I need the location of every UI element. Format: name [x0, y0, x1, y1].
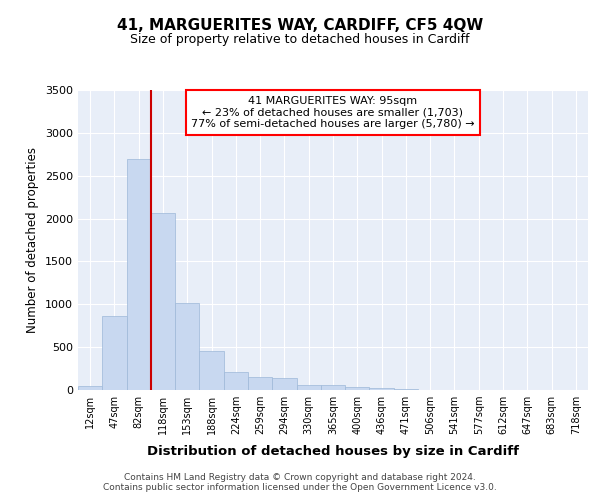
Text: Contains HM Land Registry data © Crown copyright and database right 2024.
Contai: Contains HM Land Registry data © Crown c… — [103, 473, 497, 492]
Bar — [175, 304, 199, 390]
Bar — [345, 387, 370, 390]
Y-axis label: Number of detached properties: Number of detached properties — [26, 147, 40, 333]
Bar — [370, 388, 394, 390]
X-axis label: Distribution of detached houses by size in Cardiff: Distribution of detached houses by size … — [147, 446, 519, 458]
Text: 41 MARGUERITES WAY: 95sqm
← 23% of detached houses are smaller (1,703)
77% of se: 41 MARGUERITES WAY: 95sqm ← 23% of detac… — [191, 96, 475, 129]
Bar — [394, 388, 418, 390]
Bar — [296, 385, 321, 390]
Bar — [199, 350, 224, 390]
Bar — [102, 316, 127, 390]
Bar — [248, 377, 272, 390]
Bar — [272, 378, 296, 390]
Bar — [224, 372, 248, 390]
Text: 41, MARGUERITES WAY, CARDIFF, CF5 4QW: 41, MARGUERITES WAY, CARDIFF, CF5 4QW — [117, 18, 483, 32]
Text: Size of property relative to detached houses in Cardiff: Size of property relative to detached ho… — [130, 32, 470, 46]
Bar — [78, 386, 102, 390]
Bar — [321, 386, 345, 390]
Bar — [151, 214, 175, 390]
Bar — [127, 158, 151, 390]
